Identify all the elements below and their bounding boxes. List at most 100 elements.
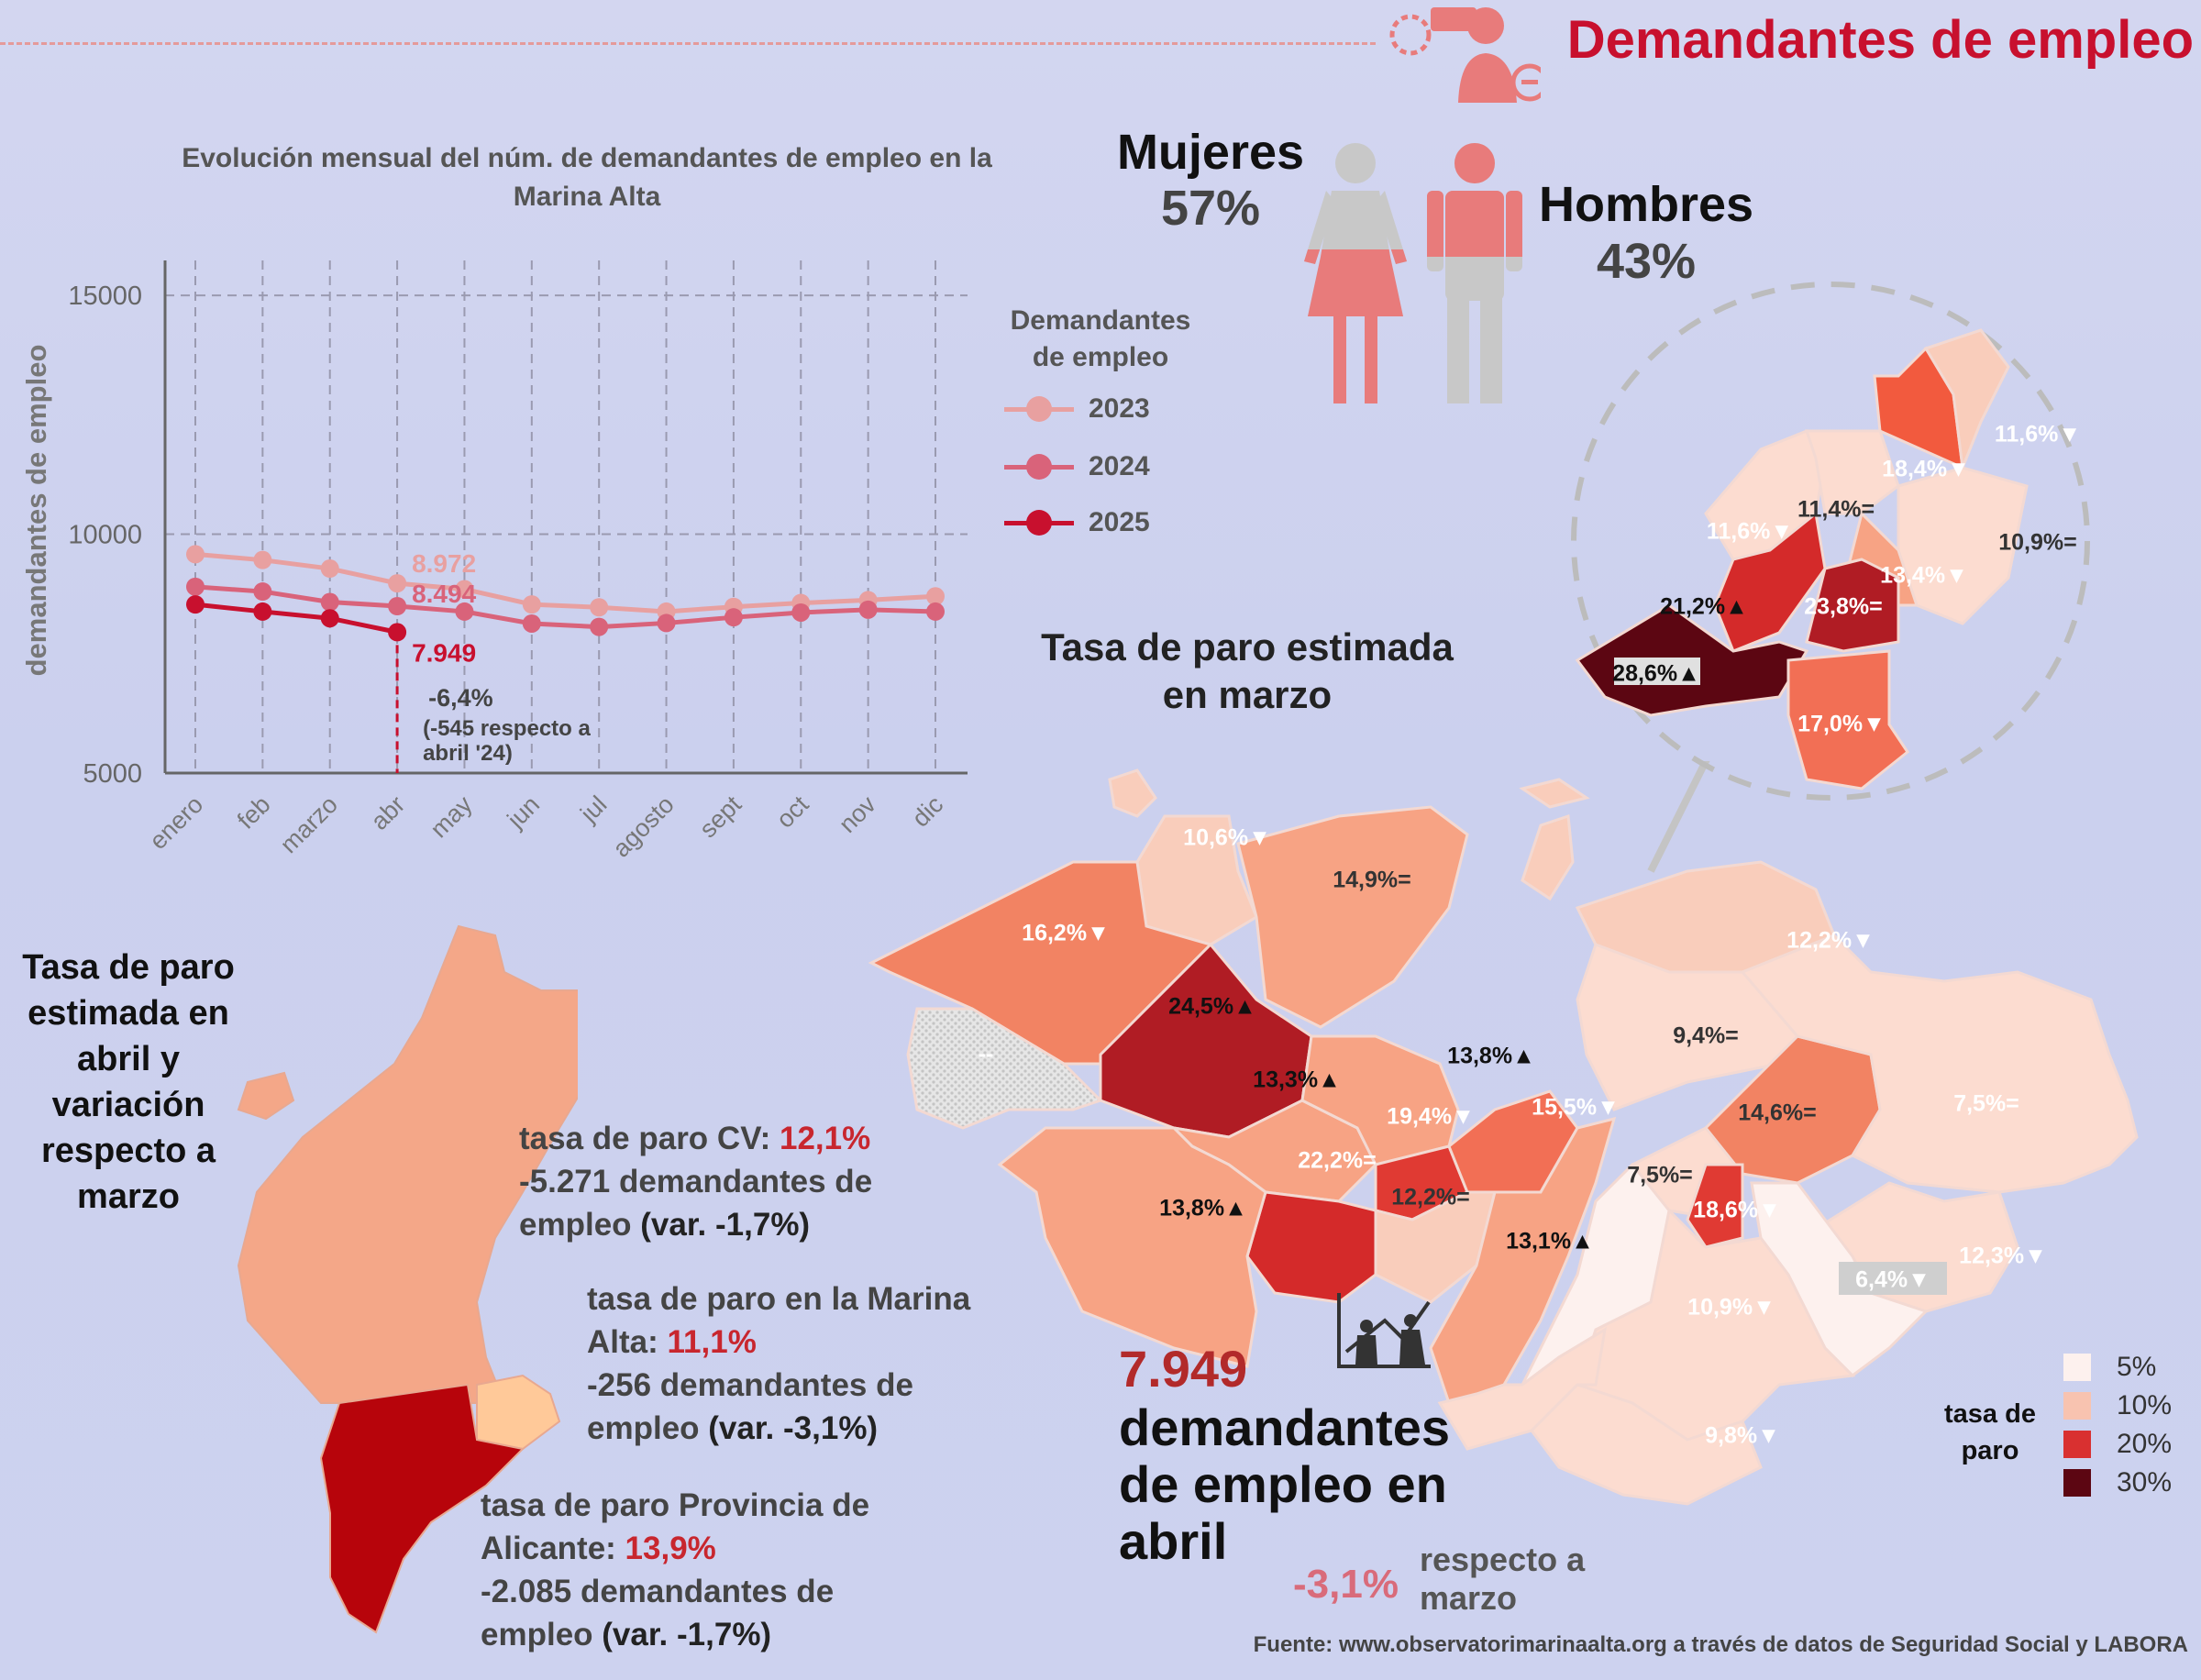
data-point-2023	[320, 559, 339, 579]
series-line-2025	[194, 602, 398, 635]
scale-item: 10%	[2063, 1387, 2172, 1425]
map-label: 14,6%=	[1738, 1100, 1817, 1126]
summary-pct: -3,1%	[1293, 1562, 1399, 1607]
data-point-2024	[388, 596, 407, 615]
inset-region-8	[1805, 558, 1900, 653]
y-tick-label: 15000	[68, 282, 142, 311]
gender-figures	[1304, 143, 1522, 403]
summary-value: 7.949	[1119, 1340, 1248, 1398]
left-caption: Tasa de paro estimada en abril y variaci…	[22, 948, 235, 1216]
cv-north-region	[237, 924, 578, 1404]
man-icon	[1427, 143, 1522, 403]
cv-map	[237, 924, 578, 1634]
marina-alta-region	[476, 1374, 561, 1451]
legend-2023: 2023	[1004, 391, 1150, 427]
map-label: 16,2%▼	[1022, 920, 1110, 946]
region-islet-2	[1519, 778, 1590, 809]
map-label: 19,4%▼	[1387, 1103, 1475, 1130]
data-point-2024	[186, 577, 205, 596]
map-label-nodata: --	[978, 1041, 994, 1067]
x-tick-label: may	[425, 790, 478, 844]
scale-legend-title: tasa de paro	[1944, 1399, 2036, 1465]
map-label: 12,2%=	[1391, 1184, 1470, 1210]
data-point-2024	[320, 592, 339, 612]
annotation-line2: (-545 respecto a	[423, 716, 591, 741]
data-point-2023	[590, 598, 609, 617]
legend-2025: 2025	[1004, 504, 1150, 541]
inset-label: 23,8%=	[1804, 593, 1883, 620]
x-tick-label: abr	[366, 790, 411, 835]
map-label: 13,1%▲	[1506, 1228, 1594, 1254]
annotation-line1: -6,4%	[428, 684, 493, 712]
men-pct: 43%	[1596, 234, 1697, 289]
map-label: 22,2%=	[1298, 1147, 1377, 1174]
stat-cv: tasa de paro CV: 12,1% -5.271 demandante…	[519, 1121, 873, 1243]
scale-swatch	[2063, 1469, 2091, 1497]
inset-circle	[1571, 282, 2090, 801]
inset-label: 13,4%▼	[1880, 562, 1968, 589]
map-label: 12,2%▼	[1786, 927, 1875, 954]
region-islet-1	[1108, 768, 1157, 818]
x-tick-label: feb	[232, 790, 276, 834]
region-23	[1530, 1383, 1763, 1506]
marina-alta-map	[868, 761, 2139, 1506]
x-tick-label: jun	[502, 790, 545, 834]
inset-label: 28,6%▲	[1612, 660, 1700, 687]
inset-arrow	[1647, 761, 1710, 873]
map-label: 7,5%=	[1627, 1162, 1693, 1188]
source-note: Fuente: www.observatorimarinaalta.org a …	[1253, 1632, 2188, 1657]
data-point-2025	[253, 602, 272, 621]
region-14	[1576, 943, 1799, 1111]
inset-region-10	[1786, 649, 1910, 790]
legend-swatch-2025	[1004, 507, 1074, 538]
region-12	[1429, 1116, 1617, 1433]
scale-item: 20%	[2063, 1425, 2172, 1464]
map-label: 9,8%▼	[1705, 1422, 1780, 1449]
region-2	[1236, 805, 1469, 1029]
data-point-2024	[791, 602, 811, 622]
data-point-2023	[522, 595, 541, 614]
map-label: 24,5%▲	[1168, 993, 1256, 1020]
inset-label: 17,0%▼	[1797, 711, 1886, 737]
region-19	[1686, 1163, 1744, 1249]
inset-label: 11,6%▼	[1706, 518, 1794, 545]
region-16	[1740, 934, 2139, 1194]
x-tick-label: agosto	[607, 790, 680, 863]
annotation-line3: abril '24)	[423, 741, 513, 766]
scale-swatch	[2063, 1392, 2091, 1420]
inset-label: 11,4%=	[1797, 496, 1875, 523]
women-label: Mujeres	[1116, 125, 1305, 180]
legend-swatch-2023	[1004, 393, 1074, 425]
region-nodata	[906, 1007, 1103, 1130]
x-tick-label: sept	[694, 790, 747, 844]
legend-swatch-2024	[1004, 451, 1074, 482]
region-24	[1437, 1327, 1608, 1451]
stat-alicante: tasa de paro Provincia de Alicante: 13,9…	[481, 1487, 870, 1652]
data-label-2025: 7.949	[412, 638, 476, 667]
data-point-2025	[320, 609, 339, 628]
data-point-2025	[388, 623, 407, 642]
woman-icon	[1304, 143, 1407, 403]
data-point-2023	[455, 580, 474, 599]
data-label-2023: 8.972	[412, 549, 476, 578]
scale-swatch	[2063, 1431, 2091, 1458]
region-islet-3	[1521, 813, 1575, 901]
data-point-2023	[388, 574, 407, 593]
x-tick-label: oct	[771, 790, 814, 834]
map-label: 9,4%=	[1673, 1022, 1739, 1049]
inset-region-6	[1713, 511, 1827, 653]
region-11	[997, 1126, 1267, 1368]
scale-swatch	[2063, 1354, 2091, 1381]
data-point-2024	[590, 617, 609, 636]
page-title: Demandantes de empleo	[1566, 10, 2194, 70]
label-box-6-4	[1839, 1262, 1947, 1295]
cv-exclave	[237, 1071, 295, 1121]
scale-legend: 5% 10% 20% 30%	[2063, 1348, 2172, 1502]
x-tick-label: marzo	[275, 790, 343, 858]
data-point-2024	[253, 582, 272, 602]
summary-pct-text: respecto a marzo	[1420, 1541, 1586, 1617]
alicante-region	[319, 1383, 525, 1634]
men-label: Hombres	[1538, 177, 1754, 232]
map-caption: Tasa de paro estimada en marzo	[1041, 625, 1454, 716]
workers-icon	[1337, 1293, 1431, 1368]
